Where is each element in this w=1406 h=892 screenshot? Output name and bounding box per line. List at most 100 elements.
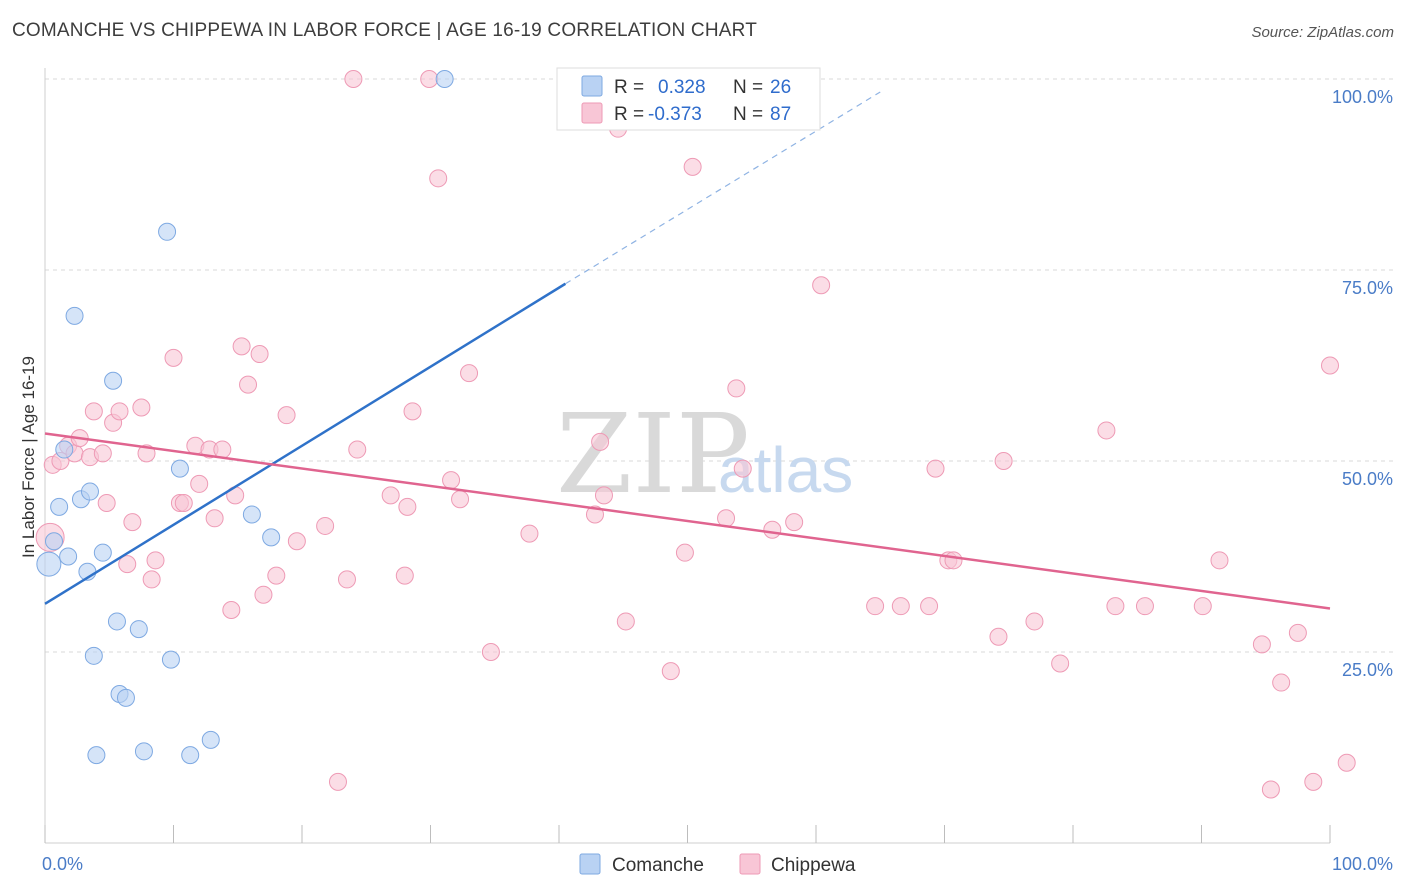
point-chippewa <box>1337 753 1356 772</box>
point-chippewa <box>481 643 500 661</box>
point-chippewa <box>429 169 448 188</box>
trendline-chippewa <box>44 432 1331 610</box>
point-chippewa <box>142 570 161 589</box>
point-comanche <box>158 222 177 241</box>
legend-n-label-chippewa: N = <box>733 104 763 125</box>
point-comanche <box>65 306 84 325</box>
point-chippewa <box>344 70 363 88</box>
point-chippewa <box>110 402 129 421</box>
point-chippewa <box>403 402 422 421</box>
point-comanche <box>107 612 126 631</box>
y-tick-label: 25.0% <box>1342 660 1393 680</box>
point-comanche <box>80 482 99 501</box>
legend-series: Comanche Chippewa <box>579 853 856 876</box>
legend-r-label-chippewa: R = <box>614 104 644 125</box>
legend-n-label-comanche: N = <box>733 77 763 98</box>
point-comanche <box>84 646 103 665</box>
legend-stats: R = 0.328 N = 26 R = -0.373 N = 87 <box>556 67 821 131</box>
y-axis-label: In Labor Force | Age 16-19 <box>19 356 38 558</box>
point-comanche <box>201 730 220 749</box>
y-tick-label: 75.0% <box>1342 278 1393 298</box>
point-chippewa <box>616 612 635 631</box>
point-chippewa <box>1051 654 1070 673</box>
point-comanche <box>435 70 454 88</box>
point-chippewa <box>585 505 604 524</box>
legend-bottom-swatch-comanche <box>579 853 601 875</box>
point-chippewa <box>222 600 241 619</box>
y-tick-label: 100.0% <box>1332 87 1393 107</box>
point-chippewa <box>1193 597 1212 616</box>
point-chippewa <box>254 585 273 604</box>
point-chippewa <box>118 555 137 574</box>
point-chippewa <box>1135 597 1154 616</box>
point-comanche <box>93 543 112 562</box>
legend-swatch-chippewa <box>581 102 603 124</box>
point-chippewa <box>675 543 694 562</box>
point-comanche <box>104 371 123 390</box>
x-tick-label: 100.0% <box>1332 854 1393 874</box>
point-chippewa <box>1106 597 1125 616</box>
point-chippewa <box>1025 612 1044 631</box>
point-chippewa <box>348 440 367 459</box>
point-chippewa <box>1252 635 1271 654</box>
point-chippewa <box>460 364 479 383</box>
point-chippewa <box>205 509 224 528</box>
point-chippewa <box>683 157 702 176</box>
point-comanche <box>242 505 261 524</box>
point-chippewa <box>520 524 539 543</box>
trendline-comanche <box>44 282 567 605</box>
legend-swatch-comanche <box>581 75 603 97</box>
point-comanche <box>55 440 74 459</box>
point-chippewa <box>316 516 335 535</box>
point-comanche <box>59 547 78 566</box>
data-points <box>35 70 1356 799</box>
point-chippewa <box>146 551 165 570</box>
point-chippewa <box>232 337 251 356</box>
point-comanche <box>262 528 281 547</box>
point-chippewa <box>239 375 258 394</box>
legend-n-value-chippewa: 87 <box>770 104 791 125</box>
point-chippewa <box>1261 780 1280 799</box>
point-chippewa <box>381 486 400 505</box>
point-chippewa <box>989 627 1008 646</box>
point-comanche <box>87 746 106 765</box>
point-comanche <box>161 650 180 669</box>
point-comanche <box>170 459 189 478</box>
point-chippewa <box>891 597 910 616</box>
point-chippewa <box>442 471 461 490</box>
point-comanche <box>116 688 135 707</box>
point-chippewa <box>785 513 804 532</box>
point-chippewa <box>1272 673 1291 692</box>
axes <box>44 68 1331 844</box>
trend-lines <box>44 91 1331 610</box>
point-chippewa <box>1321 356 1339 375</box>
point-chippewa <box>287 532 306 551</box>
point-chippewa <box>267 566 286 585</box>
chart-source: Source: ZipAtlas.com <box>1251 24 1394 41</box>
point-chippewa <box>1304 772 1323 791</box>
point-comanche <box>181 746 200 765</box>
point-comanche <box>50 497 69 516</box>
legend-bottom-swatch-chippewa <box>739 853 761 875</box>
point-chippewa <box>763 520 782 539</box>
point-chippewa <box>591 432 610 451</box>
point-comanche <box>44 532 63 551</box>
point-comanche <box>36 551 62 577</box>
point-chippewa <box>420 70 439 88</box>
legend-n-value-comanche: 26 <box>770 77 791 98</box>
point-chippewa <box>123 513 142 532</box>
chart-title: COMANCHE VS CHIPPEWA IN LABOR FORCE | AG… <box>12 20 758 41</box>
point-chippewa <box>727 379 746 398</box>
point-chippewa <box>190 474 209 493</box>
point-chippewa <box>337 570 356 589</box>
point-chippewa <box>93 444 112 463</box>
x-tick-label: 0.0% <box>42 854 83 874</box>
point-chippewa <box>1288 623 1307 642</box>
point-chippewa <box>866 597 885 616</box>
point-chippewa <box>1097 421 1116 440</box>
point-chippewa <box>451 490 470 509</box>
point-comanche <box>134 742 153 761</box>
point-chippewa <box>395 566 414 585</box>
point-chippewa <box>733 459 752 478</box>
point-chippewa <box>661 662 680 681</box>
